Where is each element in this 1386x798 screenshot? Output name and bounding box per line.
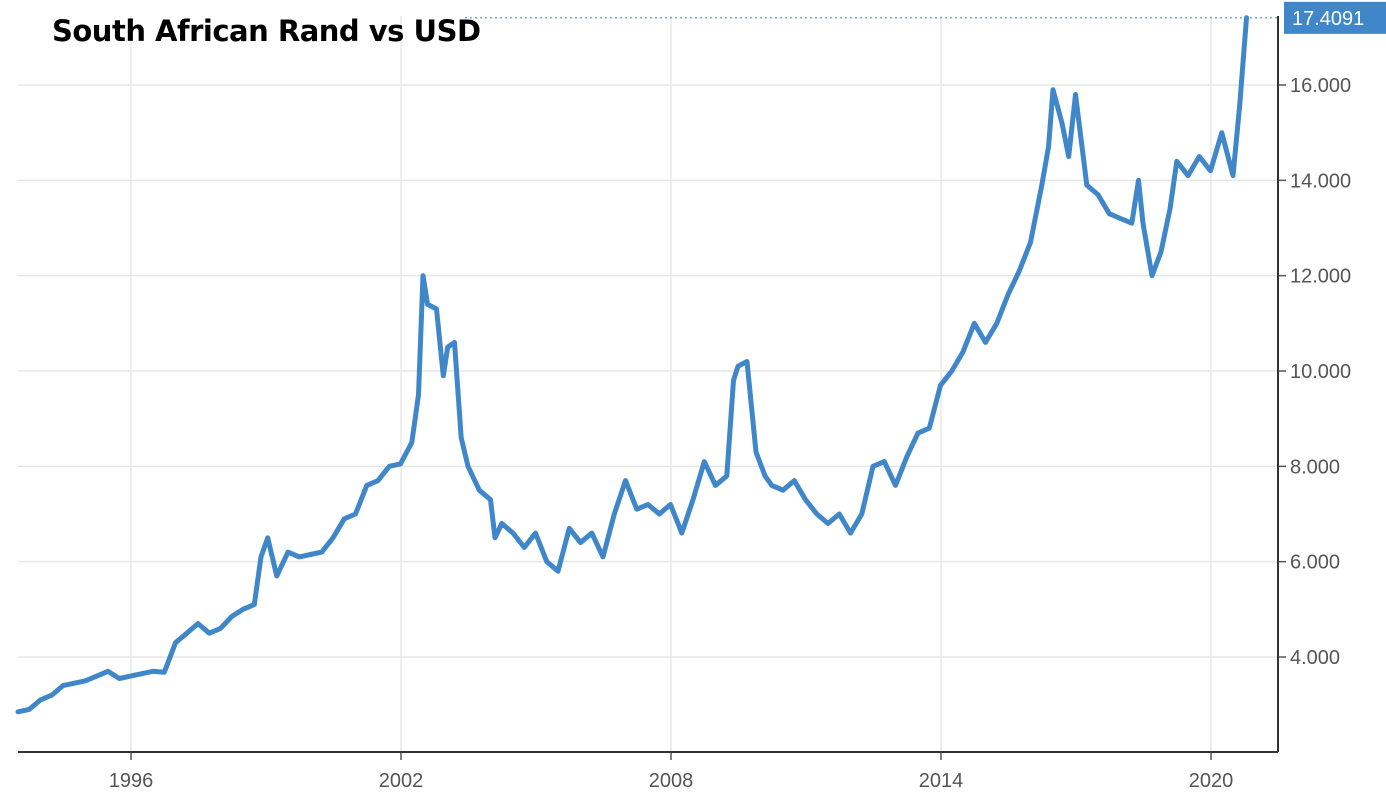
axes: [18, 16, 1286, 760]
y-tick-label: 16.000: [1290, 75, 1351, 97]
y-tick-label: 6.000: [1290, 552, 1340, 574]
x-tick-label: 2002: [379, 770, 424, 792]
y-tick-label: 4.000: [1290, 647, 1340, 669]
x-tick-label: 2014: [919, 770, 964, 792]
x-tick-label: 2020: [1189, 770, 1234, 792]
y-tick-label: 8.000: [1290, 456, 1340, 478]
series-line: [15, 15, 1249, 715]
y-tick-label: 10.000: [1290, 361, 1351, 383]
grid: [18, 16, 1278, 752]
tick-labels: 4.000 6.000 8.000 10.000 12.000 14.000 16.000 1…: [109, 75, 1351, 792]
chart-title: South African Rand vs USD: [52, 14, 481, 48]
y-tick-label: 14.000: [1290, 170, 1351, 192]
x-tick-label: 2008: [649, 770, 694, 792]
last-value-label: 17.4091: [1292, 8, 1364, 30]
x-tick-label: 1996: [109, 770, 154, 792]
last-value-badge: [1284, 1, 1386, 34]
last-value-marker: 17.4091: [465, 1, 1386, 34]
y-tick-label: 12.000: [1290, 266, 1351, 288]
series-group: [15, 15, 1249, 715]
